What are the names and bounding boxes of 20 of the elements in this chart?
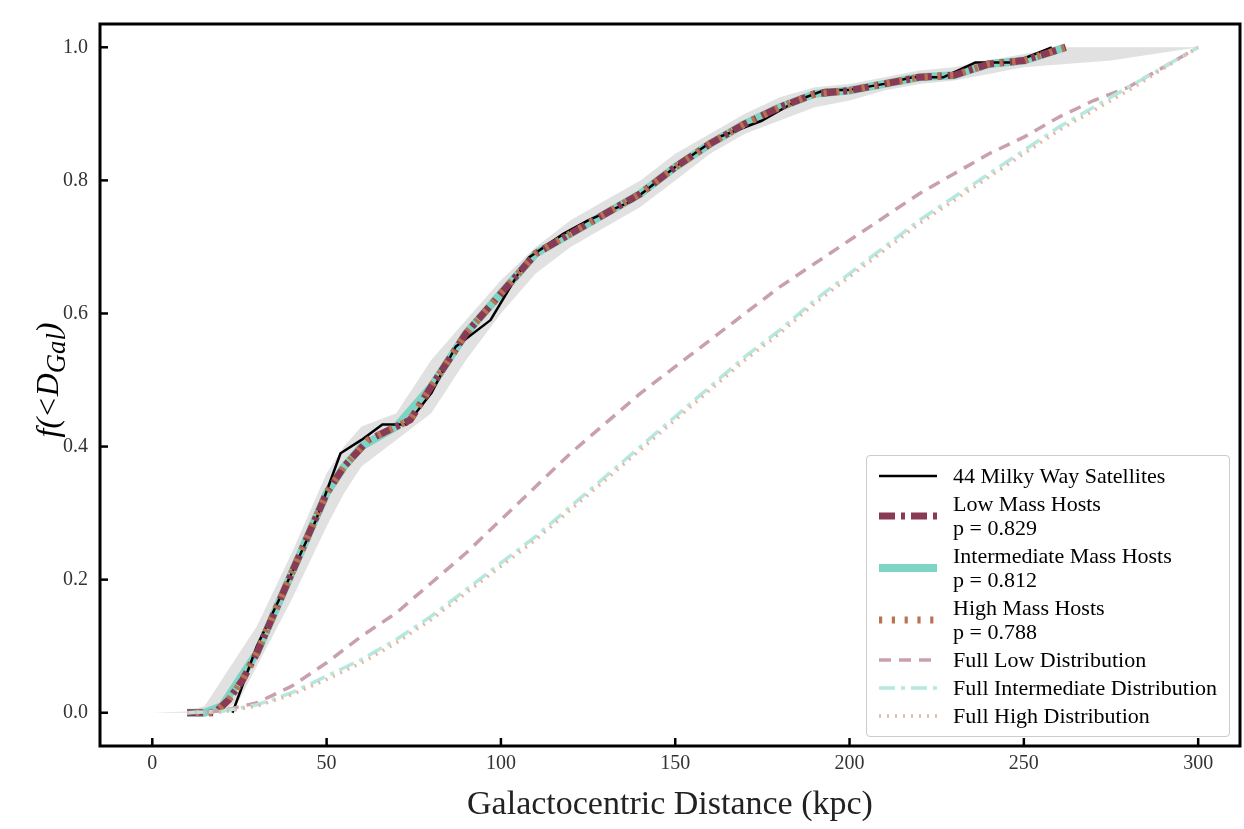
y-tick-label: 0.6 <box>63 300 88 323</box>
legend-label: Intermediate Mass Hosts p = 0.812 <box>953 543 1172 592</box>
x-axis-title: Galactocentric Distance (kpc) <box>467 783 873 822</box>
legend-label: 44 Milky Way Satellites <box>953 463 1166 488</box>
legend-label: Low Mass Hosts p = 0.829 <box>953 491 1101 540</box>
x-tick-label: 50 <box>316 751 337 774</box>
y-tick-label: 0.8 <box>63 167 88 190</box>
y-tick-label: 0.0 <box>63 699 88 722</box>
x-tick-label: 150 <box>660 751 691 774</box>
y-tick-label: 0.2 <box>63 566 88 589</box>
x-tick-label: 300 <box>1183 751 1214 774</box>
x-tick-label: 250 <box>1008 751 1039 774</box>
legend-label: Full Intermediate Distribution <box>953 675 1217 700</box>
x-tick-label: 100 <box>485 751 516 774</box>
x-tick-label: 200 <box>834 751 865 774</box>
legend-label: Full Low Distribution <box>953 647 1147 672</box>
legend-label: Full High Distribution <box>953 703 1150 728</box>
y-tick-label: 1.0 <box>63 34 88 57</box>
legend-label: High Mass Hosts p = 0.788 <box>953 595 1105 644</box>
x-tick-label: 0 <box>147 751 158 774</box>
